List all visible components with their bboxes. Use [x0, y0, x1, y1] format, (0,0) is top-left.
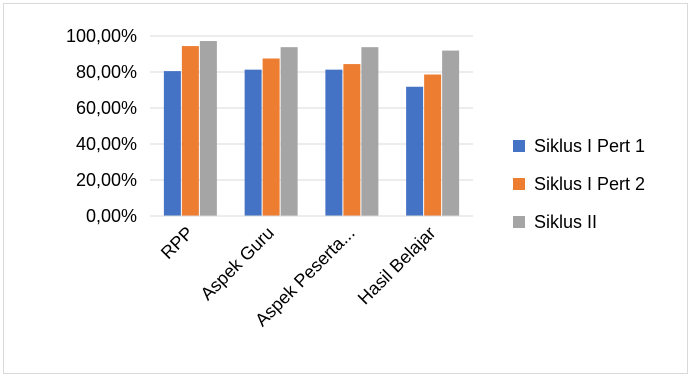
legend-label: Siklus I Pert 2 — [534, 174, 645, 194]
bar — [361, 47, 379, 216]
y-tick-label: 60,00% — [76, 98, 137, 118]
bar — [325, 69, 343, 216]
bar — [442, 50, 460, 216]
x-tick-label: Aspek Guru — [197, 223, 278, 304]
legend-label: Siklus II — [534, 212, 597, 232]
legend-swatch — [513, 140, 525, 152]
bar — [244, 69, 262, 216]
bar — [181, 46, 199, 216]
bar — [343, 64, 361, 216]
y-tick-label: 40,00% — [76, 134, 137, 154]
bar — [406, 86, 424, 216]
legend-label: Siklus I Pert 1 — [534, 136, 645, 156]
bar — [262, 58, 280, 216]
bar — [280, 47, 298, 216]
bar — [424, 74, 442, 217]
legend-swatch — [513, 178, 525, 190]
y-tick-label: 20,00% — [76, 170, 137, 190]
legend-swatch — [513, 216, 525, 228]
x-tick-label: Hasil Belajar — [354, 223, 440, 309]
y-tick-label: 0,00% — [86, 206, 137, 226]
y-tick-label: 100,00% — [66, 26, 137, 46]
y-tick-label: 80,00% — [76, 62, 137, 82]
bar — [199, 41, 217, 216]
bar — [163, 71, 181, 216]
x-tick-label: RPP — [157, 223, 197, 263]
